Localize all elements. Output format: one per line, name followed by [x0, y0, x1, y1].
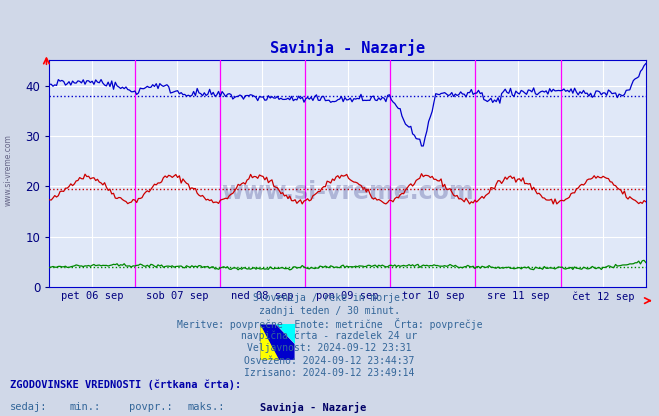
Text: maks.:: maks.:: [188, 402, 225, 412]
Text: Veljavnost: 2024-09-12 23:31: Veljavnost: 2024-09-12 23:31: [247, 343, 412, 353]
Text: ZGODOVINSKE VREDNOSTI (črtkana črta):: ZGODOVINSKE VREDNOSTI (črtkana črta):: [10, 379, 241, 390]
Text: min.:: min.:: [69, 402, 100, 412]
Text: Osveženo: 2024-09-12 23:44:37: Osveženo: 2024-09-12 23:44:37: [244, 356, 415, 366]
Text: zadnji teden / 30 minut.: zadnji teden / 30 minut.: [259, 306, 400, 316]
Text: Slovenija / reke in morje.: Slovenija / reke in morje.: [253, 293, 406, 303]
Text: sedaj:: sedaj:: [10, 402, 47, 412]
Text: Meritve: povprečne  Enote: metrične  Črta: povprečje: Meritve: povprečne Enote: metrične Črta:…: [177, 318, 482, 330]
Text: www.si-vreme.com: www.si-vreme.com: [221, 180, 474, 204]
Polygon shape: [275, 324, 295, 344]
Text: Izrisano: 2024-09-12 23:49:14: Izrisano: 2024-09-12 23:49:14: [244, 368, 415, 378]
Title: Savinja - Nazarje: Savinja - Nazarje: [270, 40, 425, 57]
Polygon shape: [260, 324, 295, 360]
Text: www.si-vreme.com: www.si-vreme.com: [3, 135, 13, 206]
Text: navpična črta - razdelek 24 ur: navpična črta - razdelek 24 ur: [241, 331, 418, 341]
Text: Savinja - Nazarje: Savinja - Nazarje: [260, 402, 366, 414]
Polygon shape: [260, 324, 279, 360]
Text: povpr.:: povpr.:: [129, 402, 172, 412]
